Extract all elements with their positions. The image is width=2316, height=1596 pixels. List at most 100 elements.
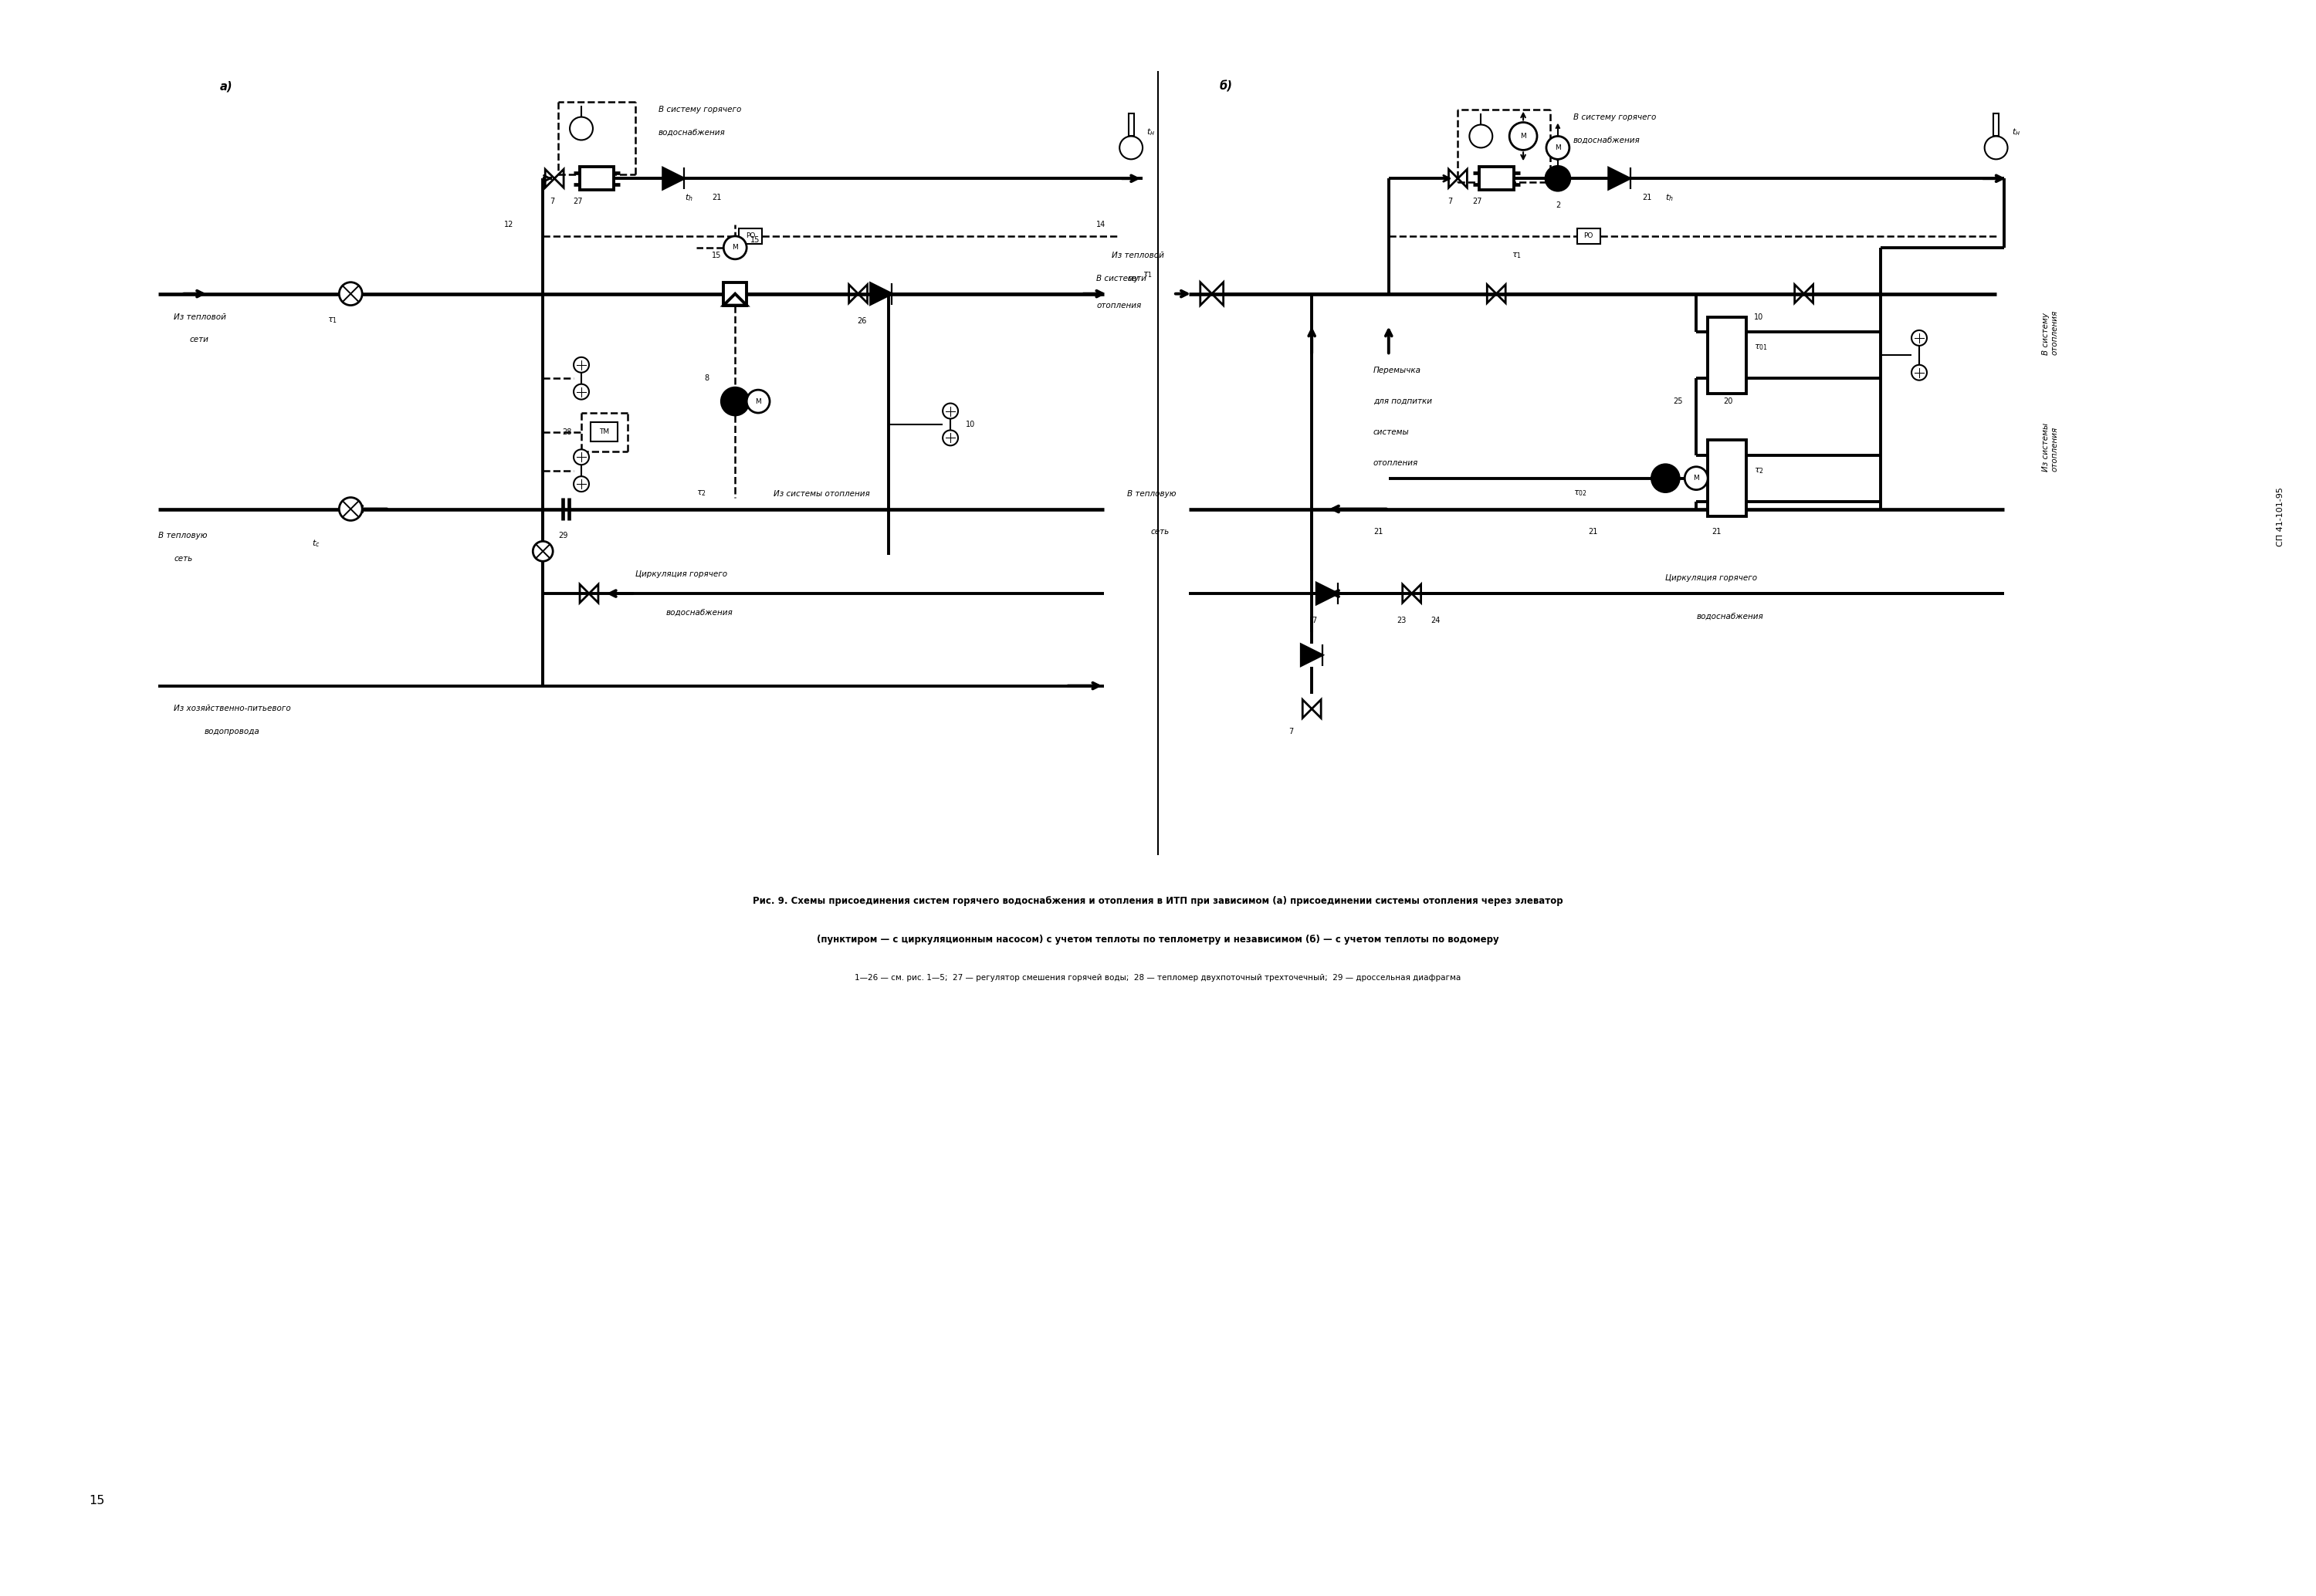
Text: $t_h$: $t_h$ <box>686 193 692 203</box>
Text: сеть: сеть <box>174 555 192 563</box>
Text: $t_н$: $t_н$ <box>2013 128 2020 137</box>
Text: 7: 7 <box>1448 198 1452 206</box>
Bar <box>1577 228 1600 244</box>
Circle shape <box>1468 124 1492 148</box>
Text: 29: 29 <box>558 531 567 539</box>
Text: водоснабжения: водоснабжения <box>667 610 732 616</box>
Text: 12: 12 <box>505 220 514 228</box>
Text: 7: 7 <box>1311 616 1315 624</box>
Text: б): б) <box>1221 80 1232 93</box>
Text: 21: 21 <box>1642 193 1651 201</box>
Text: РО: РО <box>1584 233 1593 239</box>
Text: СП 41-101-95: СП 41-101-95 <box>2277 487 2284 546</box>
Circle shape <box>720 388 748 415</box>
Text: водоснабжения: водоснабжения <box>658 129 725 136</box>
Bar <box>1994 113 1999 136</box>
Polygon shape <box>871 282 892 305</box>
Bar <box>1707 440 1746 517</box>
Text: сети: сети <box>1128 275 1146 282</box>
Text: $τ_2$: $τ_2$ <box>1753 466 1765 476</box>
Text: 23: 23 <box>1397 616 1406 624</box>
Text: $τ_{01}$: $τ_{01}$ <box>1753 343 1767 353</box>
Text: В систему
отопления: В систему отопления <box>2043 310 2059 354</box>
Circle shape <box>533 541 554 562</box>
Text: М: М <box>1693 474 1700 482</box>
Text: системы: системы <box>1373 428 1410 436</box>
Text: водопровода: водопровода <box>204 728 259 736</box>
Circle shape <box>1985 136 2008 160</box>
Text: а): а) <box>220 80 232 93</box>
Text: В тепловую: В тепловую <box>1128 490 1177 498</box>
Text: 10: 10 <box>1753 313 1762 321</box>
Text: 1—26 — см. рис. 1—5;  27 — регулятор смешения горячей воды;  28 — тепломер двухп: 1—26 — см. рис. 1—5; 27 — регулятор смеш… <box>855 974 1461 982</box>
Bar <box>1480 168 1515 190</box>
Circle shape <box>943 431 959 445</box>
Circle shape <box>574 476 588 492</box>
Text: Циркуляция горячего: Циркуляция горячего <box>1665 575 1758 583</box>
Text: $τ_{02}$: $τ_{02}$ <box>1573 488 1586 498</box>
Text: 7: 7 <box>1288 728 1295 736</box>
Text: отопления: отопления <box>1095 302 1142 310</box>
Circle shape <box>338 498 361 520</box>
Text: Из системы
отопления: Из системы отопления <box>2043 423 2059 472</box>
Text: 8: 8 <box>704 375 709 381</box>
Polygon shape <box>662 168 683 190</box>
Circle shape <box>1684 466 1707 490</box>
Circle shape <box>1547 136 1570 160</box>
Text: 7: 7 <box>549 198 554 206</box>
Text: $τ_1$: $τ_1$ <box>327 316 338 326</box>
Circle shape <box>1510 123 1538 150</box>
Text: 21: 21 <box>1589 528 1598 536</box>
Circle shape <box>574 450 588 464</box>
Text: 20: 20 <box>1723 397 1732 405</box>
Text: Из системы отопления: Из системы отопления <box>774 490 871 498</box>
Bar <box>739 228 762 244</box>
Text: Из хозяйственно-питьевого: Из хозяйственно-питьевого <box>174 705 292 713</box>
Text: для подпитки: для подпитки <box>1373 397 1431 405</box>
Text: 14: 14 <box>1095 220 1107 228</box>
Text: Из тепловой: Из тепловой <box>174 313 227 321</box>
Circle shape <box>1911 330 1927 346</box>
Text: сеть: сеть <box>1151 528 1170 536</box>
Bar <box>723 282 746 305</box>
Circle shape <box>574 358 588 372</box>
Text: М: М <box>1554 144 1561 152</box>
Text: 15: 15 <box>711 252 723 259</box>
Text: $t_c$: $t_c$ <box>313 538 320 549</box>
Circle shape <box>1651 464 1679 492</box>
Text: 27: 27 <box>1473 198 1482 206</box>
Text: 21: 21 <box>1373 528 1383 536</box>
Text: 21: 21 <box>1712 528 1721 536</box>
Text: Перемычка: Перемычка <box>1373 367 1422 375</box>
Text: В систему горячего: В систему горячего <box>658 105 741 113</box>
Text: отопления: отопления <box>1373 460 1417 466</box>
Text: $τ_1$: $τ_1$ <box>1512 251 1522 260</box>
Text: М: М <box>732 244 739 251</box>
Text: (пунктиром — с циркуляционным насосом) с учетом теплоты по теплометру и независи: (пунктиром — с циркуляционным насосом) с… <box>818 934 1498 945</box>
Circle shape <box>943 404 959 418</box>
Text: Рис. 9. Схемы присоединения систем горячего водоснабжения и отопления в ИТП при : Рис. 9. Схемы присоединения систем горяч… <box>753 895 1563 907</box>
Circle shape <box>1545 166 1570 192</box>
Text: 15: 15 <box>88 1495 104 1507</box>
Text: В систему: В систему <box>1095 275 1139 282</box>
Text: В систему горячего: В систему горячего <box>1573 113 1656 121</box>
Text: М: М <box>755 397 762 405</box>
Text: 25: 25 <box>1672 397 1684 405</box>
Circle shape <box>570 117 593 140</box>
Text: М: М <box>1519 132 1526 140</box>
Circle shape <box>746 389 769 413</box>
Text: 27: 27 <box>572 198 581 206</box>
Circle shape <box>574 385 588 399</box>
Text: 28: 28 <box>563 428 572 436</box>
Text: сети: сети <box>190 337 208 343</box>
Text: Из тепловой: Из тепловой <box>1112 252 1165 259</box>
Text: 21: 21 <box>711 193 723 201</box>
Text: $t_н$: $t_н$ <box>1146 128 1156 137</box>
Polygon shape <box>1610 168 1630 190</box>
Text: 10: 10 <box>966 421 975 428</box>
Text: Циркуляция горячего: Циркуляция горячего <box>635 570 727 578</box>
Circle shape <box>1911 365 1927 380</box>
Bar <box>1128 113 1135 136</box>
Circle shape <box>1119 136 1142 160</box>
Circle shape <box>338 282 361 305</box>
